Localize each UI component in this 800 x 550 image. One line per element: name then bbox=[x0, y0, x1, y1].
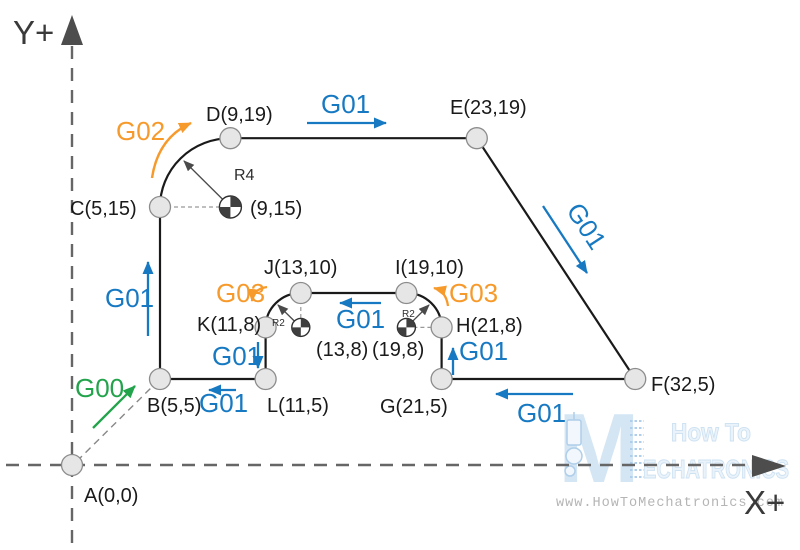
y-axis-arrow-icon bbox=[61, 15, 83, 45]
arc-arrow-j-k bbox=[247, 285, 268, 302]
center-mark-13-8 bbox=[291, 317, 311, 338]
gcode-labels: G00 G01 G02 G01 G01 G01 G01 G03 G01 G03 … bbox=[75, 89, 613, 428]
arc-center-marks bbox=[218, 195, 417, 338]
watermark-url: www.HowToMechatronics.com bbox=[556, 495, 784, 511]
watermark-logo-piston-icon bbox=[564, 412, 583, 477]
point-label-l: L(11,5) bbox=[267, 395, 329, 417]
rapid-move-line-a-b bbox=[76, 382, 157, 462]
radius-label-r2-left: R2 bbox=[272, 318, 285, 329]
rapid-arrow-a-b bbox=[92, 385, 136, 429]
gcode-label-g03-hi: G03 bbox=[449, 278, 498, 308]
point-label-e: E(23,19) bbox=[450, 97, 527, 119]
center-label-jk: (13,8) bbox=[316, 339, 368, 361]
center-label-hi: (19,8) bbox=[372, 339, 424, 361]
gcode-label-g03-jk: G03 bbox=[216, 278, 265, 308]
gcode-label-g01-bc: G01 bbox=[105, 283, 154, 313]
node-k bbox=[254, 316, 277, 339]
gcode-label-g01-kl: G01 bbox=[212, 341, 261, 371]
point-label-i: I(19,10) bbox=[395, 257, 464, 279]
gcode-label-g01-lb: G01 bbox=[199, 388, 248, 418]
node-l bbox=[254, 367, 277, 391]
point-label-a: A(0,0) bbox=[84, 485, 138, 507]
gcode-label-g01-gh: G01 bbox=[459, 336, 508, 366]
toolpath-outline bbox=[158, 137, 638, 381]
gcode-label-g02-cd: G02 bbox=[116, 116, 165, 146]
point-label-d: D(9,19) bbox=[206, 104, 273, 126]
point-label-j: J(13,10) bbox=[264, 257, 337, 279]
node-c bbox=[148, 195, 172, 219]
node-d bbox=[219, 127, 242, 150]
node-a bbox=[60, 453, 84, 477]
node-j bbox=[289, 281, 312, 305]
move-arrows bbox=[92, 117, 588, 429]
point-label-b: B(5,5) bbox=[147, 395, 201, 417]
point-label-f: F(32,5) bbox=[651, 374, 715, 396]
arc-arrow-c-d bbox=[150, 121, 192, 179]
gcode-label-g01-fg: G01 bbox=[517, 398, 566, 428]
point-label-g: G(21,5) bbox=[380, 396, 448, 418]
center-mark-9-15 bbox=[218, 195, 243, 219]
feed-arrow-e-f bbox=[542, 205, 588, 274]
x-axis-label: X+ bbox=[744, 484, 785, 521]
axes bbox=[6, 15, 786, 545]
gcode-label-g01-ij: G01 bbox=[336, 304, 385, 334]
point-label-k: K(11,8) bbox=[197, 314, 261, 336]
watermark-logo-m: M bbox=[558, 393, 640, 503]
node-h bbox=[430, 316, 453, 339]
node-g bbox=[430, 367, 453, 391]
node-i bbox=[395, 281, 418, 305]
radius-label-r2-right: R2 bbox=[402, 309, 415, 320]
path-nodes bbox=[60, 127, 647, 477]
watermark-logo-binary-icon bbox=[630, 420, 644, 478]
node-b bbox=[148, 367, 172, 391]
node-f bbox=[624, 367, 647, 391]
node-e bbox=[465, 127, 488, 150]
x-axis-arrow-icon bbox=[752, 455, 786, 477]
watermark-brand-top: How To bbox=[671, 419, 751, 447]
arc-arrow-h-i bbox=[433, 285, 450, 307]
y-axis-label: Y+ bbox=[13, 14, 54, 51]
center-label-cd: (9,15) bbox=[250, 198, 302, 220]
radius-label-r4: R4 bbox=[234, 167, 255, 184]
point-label-c: C(5,15) bbox=[70, 198, 137, 220]
point-labels: A(0,0) B(5,5) C(5,15) D(9,19) E(23,19) F… bbox=[70, 97, 715, 507]
gcode-label-g00-ab: G00 bbox=[75, 373, 124, 403]
gcode-label-g01-de: G01 bbox=[321, 89, 370, 119]
point-label-h: H(21,8) bbox=[456, 315, 523, 337]
center-mark-19-8 bbox=[396, 317, 417, 338]
